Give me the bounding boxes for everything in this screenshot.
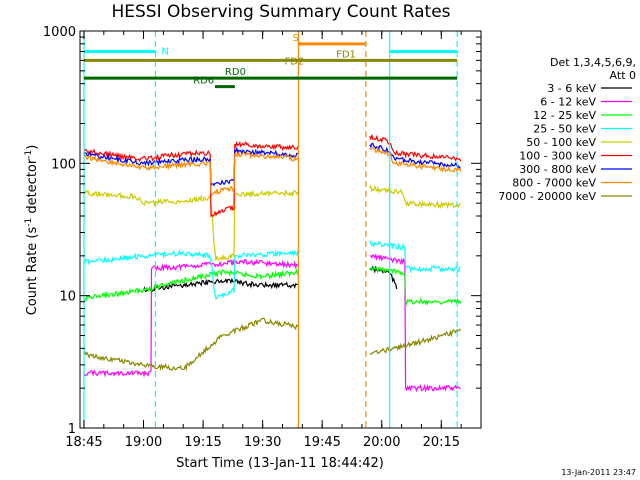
y-axis-ticks: 1 10 100 1000 bbox=[43, 25, 481, 437]
series-100-300-kev-segment-1 bbox=[369, 134, 462, 162]
legend-label-50-100-kev: 50 - 100 keV bbox=[526, 136, 596, 149]
x-axis-label: Start Time (13-Jan-11 18:44:42) bbox=[176, 456, 384, 471]
legend-label-800-7000-kev: 800 - 7000 keV bbox=[512, 177, 596, 190]
series-25-50-kev-segment-0 bbox=[83, 248, 299, 300]
x-tick-label-20-00: 20:00 bbox=[363, 435, 400, 450]
legend-label-25-50-kev: 25 - 50 keV bbox=[533, 123, 596, 136]
flag-bars: N S FD1 FD2 RD0 RD6 bbox=[83, 33, 458, 89]
series-12-25-kev-segment-1 bbox=[369, 265, 462, 307]
x-tick-label-19-00: 19:00 bbox=[125, 435, 162, 450]
series-100-300-kev-segment-0 bbox=[83, 140, 299, 218]
series-3-6-kev-segment-0 bbox=[142, 277, 298, 293]
flag-label-rd6: RD6 bbox=[193, 76, 214, 87]
legend-label-7000-20000-kev: 7000 - 20000 keV bbox=[498, 190, 596, 203]
series-50-100-kev-segment-1 bbox=[369, 184, 462, 210]
series-lines bbox=[83, 134, 462, 393]
y-tick-label-1000: 1000 bbox=[43, 25, 76, 40]
series-300-800-kev-segment-0 bbox=[83, 146, 298, 188]
legend-label-300-800-kev: 300 - 800 keV bbox=[519, 163, 596, 176]
flag-label-n: N bbox=[161, 46, 168, 57]
x-tick-label-18-45: 18:45 bbox=[65, 435, 102, 450]
series-7000-20000-kev-segment-1 bbox=[369, 328, 461, 355]
series-25-50-kev-segment-1 bbox=[369, 240, 461, 274]
x-tick-label-19-45: 19:45 bbox=[303, 435, 340, 450]
x-axis-ticks: 18:45 19:00 19:15 19:30 19:45 20:00 20:15 bbox=[65, 31, 482, 450]
flag-label-fd2: FD2 bbox=[284, 56, 304, 67]
flag-label-s: S bbox=[292, 33, 298, 44]
flag-label-fd1: FD1 bbox=[336, 49, 356, 60]
series-50-100-kev-segment-0 bbox=[83, 188, 299, 262]
x-tick-label-20-15: 20:15 bbox=[423, 435, 460, 450]
y-tick-label-10: 10 bbox=[59, 290, 76, 305]
series-3-6-kev-segment-1 bbox=[369, 265, 398, 290]
series-6-12-kev-segment-1 bbox=[369, 253, 461, 393]
chart-title: HESSI Observing Summary Count Rates bbox=[111, 2, 450, 22]
x-tick-label-19-30: 19:30 bbox=[244, 435, 281, 450]
flag-label-rd0: RD0 bbox=[225, 67, 246, 78]
legend-header-line-2: Att 0 bbox=[610, 69, 636, 82]
legend-header-line-1: Det 1,3,4,5,6,9, bbox=[550, 56, 636, 69]
legend-label-6-12-kev: 6 - 12 keV bbox=[540, 96, 596, 109]
series-12-25-kev-segment-0 bbox=[83, 268, 299, 302]
vertical-markers bbox=[83, 31, 458, 428]
series-300-800-kev-segment-1 bbox=[369, 142, 461, 169]
x-tick-label-19-15: 19:15 bbox=[184, 435, 221, 450]
y-axis-label: Count Rate (s-1 detector-1) bbox=[24, 145, 40, 316]
legend-label-12-25-kev: 12 - 25 keV bbox=[533, 109, 596, 122]
y-tick-label-100: 100 bbox=[51, 157, 76, 172]
series-7000-20000-kev-segment-0 bbox=[83, 317, 299, 372]
render-timestamp: 13-Jan-2011 23:47 bbox=[561, 468, 636, 477]
plot-frame bbox=[79, 30, 482, 429]
y-tick-label-1: 1 bbox=[68, 422, 76, 437]
legend-label-100-300-kev: 100 - 300 keV bbox=[519, 150, 596, 163]
series-800-7000-kev-segment-0 bbox=[83, 150, 299, 197]
legend-label-3-6-kev: 3 - 6 keV bbox=[547, 82, 596, 95]
series-800-7000-kev-segment-1 bbox=[369, 146, 462, 173]
series-6-12-kev-segment-0 bbox=[83, 258, 298, 378]
